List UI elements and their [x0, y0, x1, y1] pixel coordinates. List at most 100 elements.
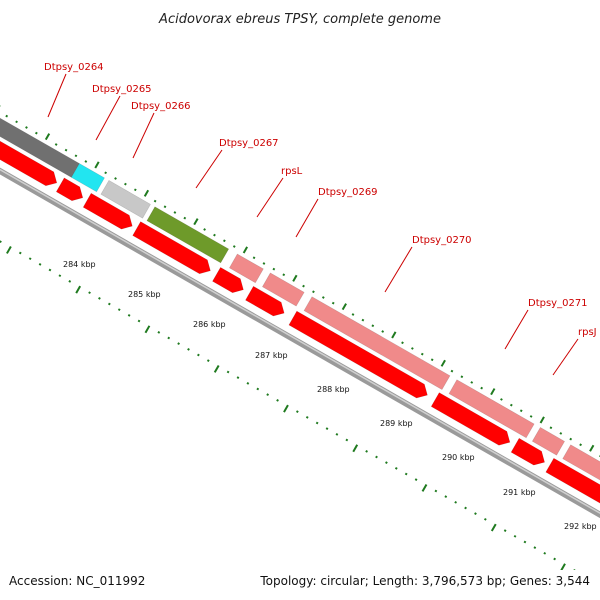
outer-tick — [74, 154, 78, 158]
map-title: Acidovorax ebreus TPSY, complete genome — [158, 12, 441, 27]
gene-label-dtpsy-0271: Dtpsy_0271 — [528, 298, 588, 309]
scale-tick — [127, 313, 131, 317]
tick-label-284: 284 kbp — [63, 260, 96, 269]
outer-tick — [44, 133, 51, 141]
leader-line — [132, 112, 155, 159]
leader-line — [295, 198, 319, 238]
outer-tick — [223, 239, 226, 243]
gene-label-dtpsy-0265: Dtpsy_0265 — [92, 84, 152, 95]
outer-tick — [312, 290, 315, 294]
scale-tick — [365, 449, 368, 453]
scale-tick — [117, 308, 121, 312]
outer-tick — [420, 352, 424, 356]
scale-tick — [137, 319, 141, 323]
scale-tick — [0, 240, 2, 244]
outer-tick — [381, 330, 385, 333]
outer-tick — [25, 126, 28, 129]
feature-dtpsy-0265 — [70, 163, 105, 193]
gene-features — [0, 117, 600, 504]
scale-tick — [18, 251, 22, 255]
outer-tick — [153, 199, 157, 203]
feature-rev-7 — [288, 310, 428, 399]
outer-tick — [589, 444, 595, 452]
scale-tick — [107, 302, 111, 306]
scale-tick — [464, 506, 467, 510]
outer-tick — [361, 318, 365, 322]
outer-tick — [272, 267, 276, 271]
scale-tick — [523, 540, 527, 544]
scale-tick — [295, 410, 299, 414]
scale-tick — [28, 257, 32, 261]
scale-tick — [421, 483, 428, 492]
feature-dtpsy-0267 — [146, 206, 230, 264]
scale-tick — [513, 534, 517, 538]
gene-label-dtpsy-0267: Dtpsy_0267 — [219, 138, 279, 149]
tick-label-290: 290 kbp — [442, 453, 475, 462]
leader-line — [195, 149, 223, 189]
outer-tick — [193, 218, 199, 226]
scale-ticks — [0, 240, 576, 570]
label-leaders — [47, 73, 579, 376]
outer-tick — [351, 313, 355, 316]
gene-label-dtpsy-0270: Dtpsy_0270 — [412, 235, 472, 246]
scale-tick — [6, 245, 12, 254]
scale-tick — [394, 466, 398, 470]
scale-tick — [385, 461, 388, 465]
scale-tick — [345, 438, 349, 442]
feature-rev-4 — [132, 221, 211, 275]
outer-tick — [480, 386, 484, 390]
scale-tick — [335, 432, 339, 436]
genome-backbone — [0, 167, 600, 519]
outer-tick — [35, 131, 38, 135]
scale-tick — [305, 415, 309, 419]
outer-tick — [411, 347, 414, 350]
outer-tick — [302, 284, 305, 288]
scale-tick — [206, 359, 210, 363]
backbone-line — [0, 167, 600, 519]
tick-label-292: 292 kbp — [564, 522, 597, 531]
scale-tick — [474, 512, 477, 516]
outer-tick — [490, 388, 496, 396]
scale-tick — [404, 472, 408, 476]
outer-tick — [203, 228, 206, 231]
outer-ticks — [0, 105, 600, 458]
outer-tick — [331, 301, 335, 305]
outer-tick — [54, 143, 58, 146]
scale-tick — [157, 330, 161, 334]
scale-tick — [236, 376, 240, 380]
outer-tick — [519, 409, 523, 413]
scale-tick — [503, 529, 507, 533]
genome-summary-text: Topology: circular; Length: 3,796,573 bp… — [259, 574, 590, 588]
outer-tick — [569, 437, 573, 441]
leader-line — [552, 338, 579, 376]
outer-tick — [500, 398, 503, 401]
scale-tick — [256, 387, 260, 391]
scale-tick — [543, 551, 547, 555]
scale-tick — [98, 296, 101, 300]
tick-label-285: 285 kbp — [128, 290, 161, 299]
outer-tick — [549, 426, 553, 430]
outer-tick — [124, 182, 127, 186]
feature-dtpsy-0269 — [261, 272, 305, 307]
map-plot — [0, 73, 600, 570]
scale-tick — [38, 262, 42, 266]
gene-label-dtpsy-0266: Dtpsy_0266 — [131, 101, 191, 112]
outer-tick — [401, 341, 404, 345]
outer-tick — [391, 331, 397, 339]
outer-tick — [450, 369, 454, 373]
outer-tick — [232, 245, 236, 248]
outer-tick — [321, 296, 325, 299]
gene-labels: Dtpsy_0264 Dtpsy_0265 Dtpsy_0266 Dtpsy_0… — [44, 62, 597, 338]
scale-tick — [444, 495, 448, 499]
feature-dtpsy-0270 — [303, 296, 451, 391]
outer-tick — [579, 443, 582, 447]
outer-tick — [460, 375, 464, 379]
leader-line — [95, 95, 121, 141]
outer-tick — [430, 358, 434, 362]
outer-tick — [173, 211, 177, 214]
tick-label-291: 291 kbp — [503, 488, 536, 497]
scale-tick — [573, 568, 576, 570]
leader-line — [504, 309, 529, 350]
outer-tick — [5, 114, 9, 118]
